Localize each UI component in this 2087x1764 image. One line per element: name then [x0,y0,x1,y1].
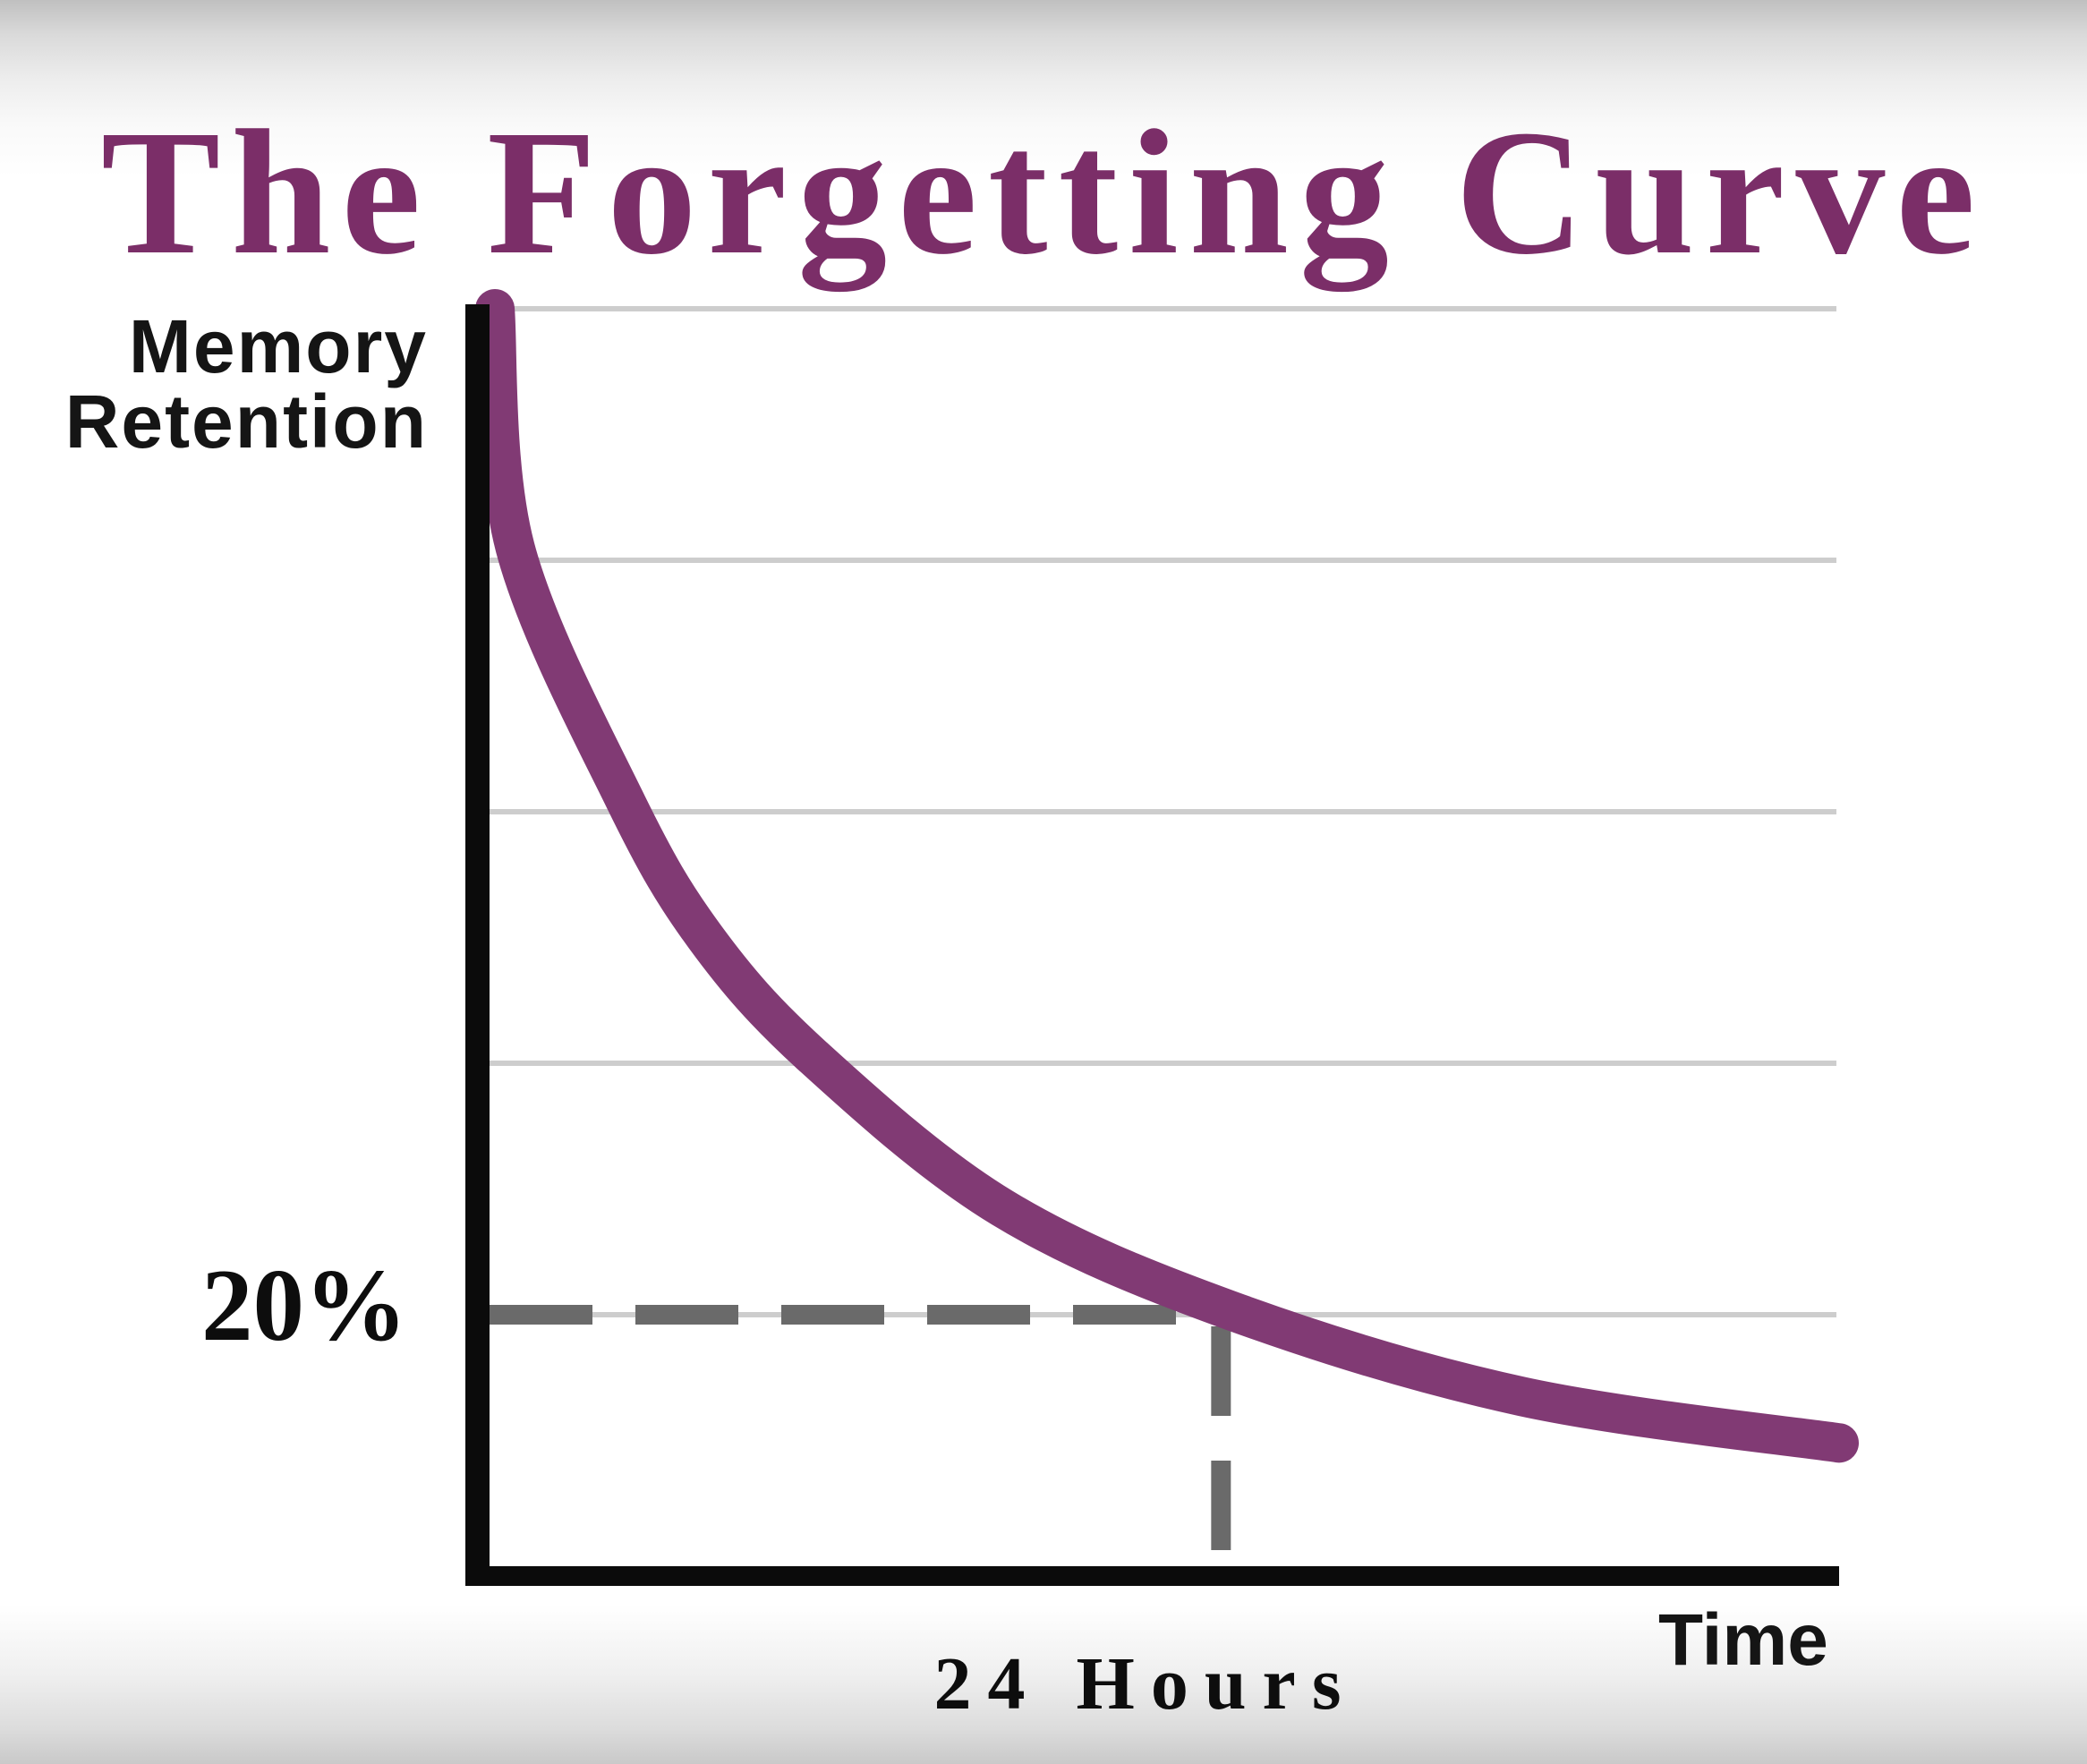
chart-title: The Forgetting Curve [100,94,1987,292]
y-axis-label: Memory Retention [34,309,428,459]
x-axis-label: Time [1658,1599,1828,1681]
y-axis-label-line2: Retention [64,379,428,464]
retention-threshold-label: 20% [201,1248,407,1362]
time-marker-label: 24 Hours [933,1642,1358,1726]
retention-curve [475,289,1859,1463]
y-axis-label-line1: Memory [128,304,428,388]
